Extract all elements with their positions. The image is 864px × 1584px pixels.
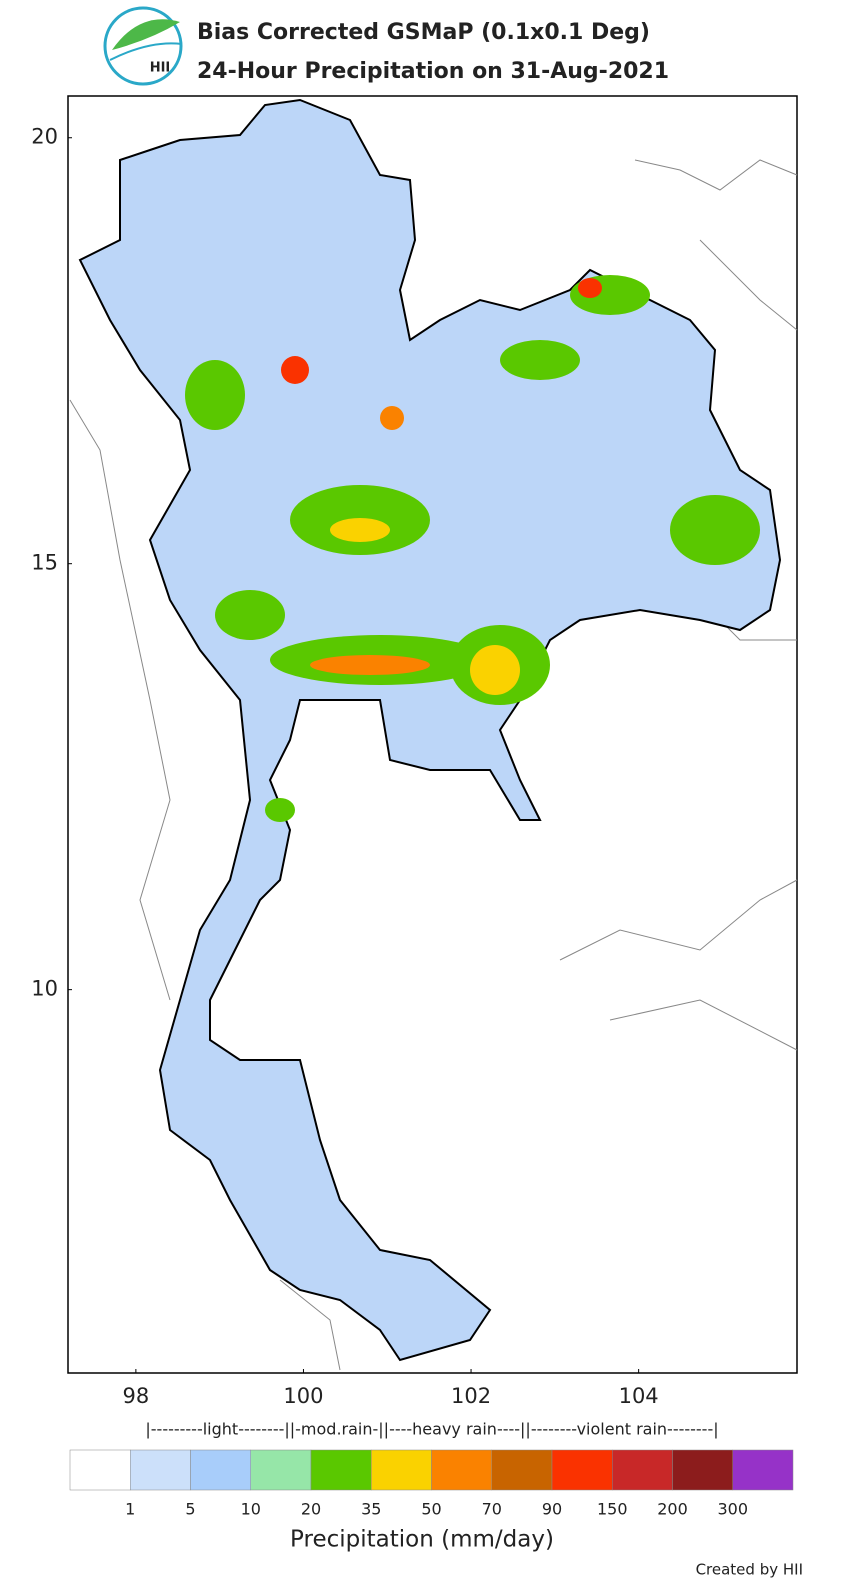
logo-ring [103,6,183,86]
colorbar-tick-label: 70 [482,1500,502,1519]
colorbar-tick-label: 10 [241,1500,261,1519]
x-tick-label: 102 [451,1384,491,1408]
colorbar-classes: |---------light--------||-mod.rain-||---… [145,1420,718,1439]
color-box [551,1449,613,1491]
x-tick-label: 98 [123,1384,150,1408]
subtitle: 24-Hour Precipitation on 31-Aug-2021 [197,59,669,84]
colorbar-tick-label: 5 [185,1500,195,1519]
map-content [69,98,798,1371]
color-box [672,1449,733,1491]
colorbar-tick-label: 200 [657,1500,688,1519]
y-tick-label: 15 [31,551,58,575]
colorbar-tick-label: 20 [301,1500,321,1519]
color-box [732,1449,794,1491]
colorbar-tick-label: 90 [542,1500,562,1519]
title: Bias Corrected GSMaP (0.1x0.1 Deg) [197,20,650,45]
y-tick-label: 20 [31,125,58,149]
colorbar-tick-label: 35 [361,1500,381,1519]
colorbar-tick-label: 150 [597,1500,628,1519]
color-box [371,1449,432,1491]
colorbar: 1 5 10 20 35 50 70 90 150 200 300 [69,1449,794,1519]
colorbar-tick-label: 1 [125,1500,135,1519]
color-box [190,1449,251,1491]
map-ticks: 98 100 102 104 10 15 20 [31,125,658,1408]
color-box [431,1449,492,1491]
neighbor-borders [69,159,798,1371]
colorbar-tick-label: 300 [717,1500,748,1519]
y-tick-label: 10 [31,977,58,1001]
rain-areas [185,275,760,822]
colorbar-tick-label: 50 [421,1500,441,1519]
logo-leaf [112,19,180,50]
x-tick-label: 104 [619,1384,659,1408]
footer: Created by HII [696,1561,803,1579]
x-tick-label: 100 [283,1384,323,1408]
logo: HII [103,6,183,86]
color-box [130,1449,191,1491]
color-box [612,1449,673,1491]
thailand [78,98,782,1362]
logo-wave [109,42,183,61]
color-box [250,1449,312,1491]
color-box [491,1449,553,1491]
color-box [310,1449,372,1491]
logo-text: HII [150,61,171,76]
color-box [69,1449,131,1491]
colorbar-title: Precipitation (mm/day) [290,1527,554,1553]
